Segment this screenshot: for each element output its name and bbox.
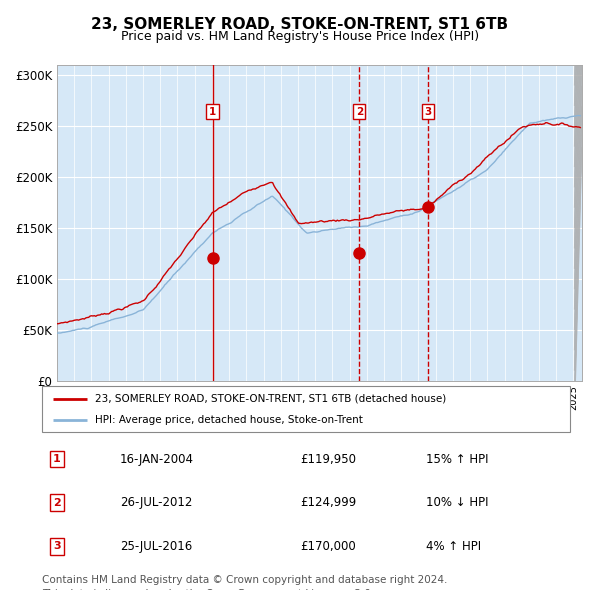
- Text: 3: 3: [53, 542, 61, 551]
- Text: £170,000: £170,000: [300, 540, 356, 553]
- FancyBboxPatch shape: [42, 386, 570, 432]
- Text: 4% ↑ HPI: 4% ↑ HPI: [426, 540, 481, 553]
- Text: £124,999: £124,999: [300, 496, 356, 509]
- Text: 23, SOMERLEY ROAD, STOKE-ON-TRENT, ST1 6TB (detached house): 23, SOMERLEY ROAD, STOKE-ON-TRENT, ST1 6…: [95, 394, 446, 404]
- Text: 3: 3: [424, 107, 432, 117]
- Text: 10% ↓ HPI: 10% ↓ HPI: [426, 496, 488, 509]
- Text: Contains HM Land Registry data © Crown copyright and database right 2024.
This d: Contains HM Land Registry data © Crown c…: [42, 575, 448, 590]
- Text: Price paid vs. HM Land Registry's House Price Index (HPI): Price paid vs. HM Land Registry's House …: [121, 30, 479, 43]
- Text: 2: 2: [53, 498, 61, 507]
- Text: 25-JUL-2016: 25-JUL-2016: [120, 540, 192, 553]
- Text: 2: 2: [356, 107, 363, 117]
- Text: 26-JUL-2012: 26-JUL-2012: [120, 496, 193, 509]
- Text: £119,950: £119,950: [300, 453, 356, 466]
- Text: 23, SOMERLEY ROAD, STOKE-ON-TRENT, ST1 6TB: 23, SOMERLEY ROAD, STOKE-ON-TRENT, ST1 6…: [91, 17, 509, 32]
- Text: HPI: Average price, detached house, Stoke-on-Trent: HPI: Average price, detached house, Stok…: [95, 415, 362, 425]
- Text: 16-JAN-2004: 16-JAN-2004: [120, 453, 194, 466]
- Text: 15% ↑ HPI: 15% ↑ HPI: [426, 453, 488, 466]
- Text: 1: 1: [53, 454, 61, 464]
- Text: 1: 1: [209, 107, 216, 117]
